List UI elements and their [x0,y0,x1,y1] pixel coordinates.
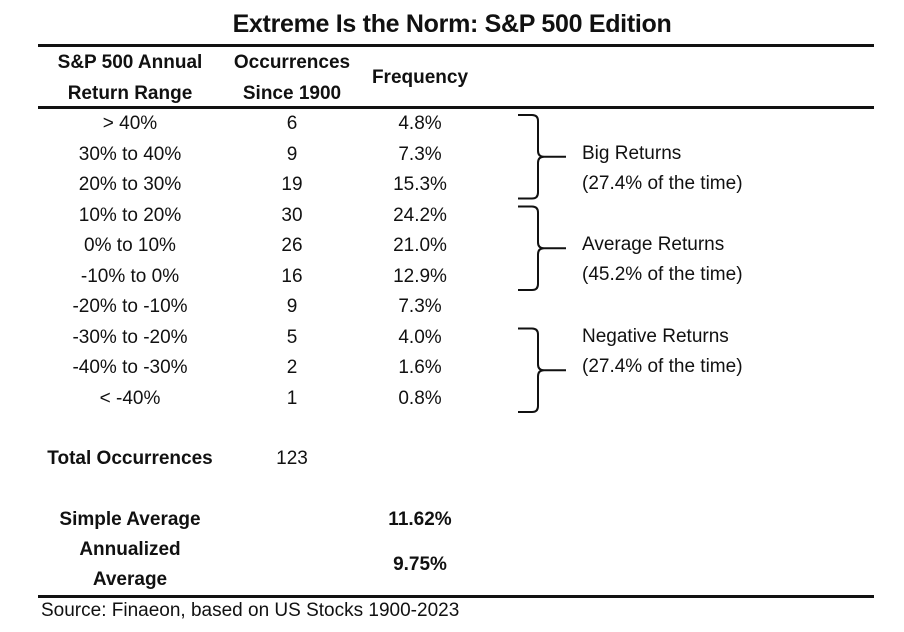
row-occurrences: 9 [286,143,298,165]
row-occurrences: 6 [286,113,298,134]
group-label-negative: Negative Returns (27.4% of the time) [582,322,743,382]
row-range: -20% to -10% [72,296,188,317]
group-label-big: Big Returns (27.4% of the time) [582,139,743,199]
bottom-rule [38,595,874,598]
top-rule [38,44,874,47]
row-frequency: 24.2% [393,204,447,226]
group-label-negative-title: Negative Returns [582,326,729,347]
row-frequency: 12.9% [393,265,447,287]
row-frequency: 21.0% [393,235,447,256]
group-label-average-title: Average Returns [582,234,725,255]
chart-title: Extreme Is the Norm: S&P 500 Edition [232,10,672,38]
header-frequency-line1: Frequency [371,67,469,88]
row-range: 20% to 30% [78,174,182,195]
row-range: 10% to 20% [78,204,182,226]
row-range: -10% to 0% [80,265,180,287]
row-frequency: 4.0% [398,326,442,348]
row-frequency: 0.8% [398,387,442,409]
row-frequency: 1.6% [398,357,442,378]
total-value: 123 [276,448,308,469]
row-range: -30% to -20% [72,326,188,348]
annualized-average-label-line2: Average [92,569,168,590]
row-range: 0% to 10% [84,235,176,256]
header-return-range-line2: Return Range [67,83,193,104]
group-label-average-note: (45.2% of the time) [582,264,743,285]
row-occurrences: 9 [286,296,298,317]
row-range: 30% to 40% [78,143,182,165]
simple-average-label: Simple Average [59,509,201,530]
group-brace-2 [518,327,566,413]
row-occurrences: 30 [281,204,303,226]
header-return-range: S&P 500 Annual Return Range [40,47,220,109]
row-occurrences: 26 [281,235,303,256]
row-occurrences: 19 [281,174,303,195]
header-occurrences-line2: Since 1900 [242,83,342,104]
group-label-negative-note: (27.4% of the time) [582,356,743,377]
header-occurrences-line1: Occurrences [233,52,351,73]
row-occurrences: 16 [281,265,303,287]
total-label: Total Occurrences [47,448,213,469]
header-occurrences: Occurrences Since 1900 [222,47,362,109]
row-frequency: 4.8% [398,113,442,134]
row-range: < -40% [99,387,161,409]
annualized-average-value: 9.75% [393,554,447,575]
simple-average-value: 11.62% [388,509,452,530]
row-occurrences: 1 [286,387,298,409]
header-frequency: Frequency [360,62,480,93]
row-frequency: 7.3% [398,143,442,165]
group-label-big-note: (27.4% of the time) [582,173,743,194]
group-brace-1 [518,205,566,291]
header-return-range-line1: S&P 500 Annual [57,52,203,73]
row-range: > 40% [102,113,158,134]
group-brace-0 [518,114,566,200]
annualized-average-label-line1: Annualized [79,539,181,560]
group-label-average: Average Returns (45.2% of the time) [582,230,743,290]
header-rule [38,106,874,109]
row-frequency: 7.3% [398,296,442,317]
row-occurrences: 5 [286,326,298,348]
source-note: Source: Finaeon, based on US Stocks 1900… [41,600,460,621]
row-range: -40% to -30% [72,357,188,378]
group-label-big-title: Big Returns [582,143,682,164]
row-frequency: 15.3% [393,174,447,195]
row-occurrences: 2 [286,357,298,378]
